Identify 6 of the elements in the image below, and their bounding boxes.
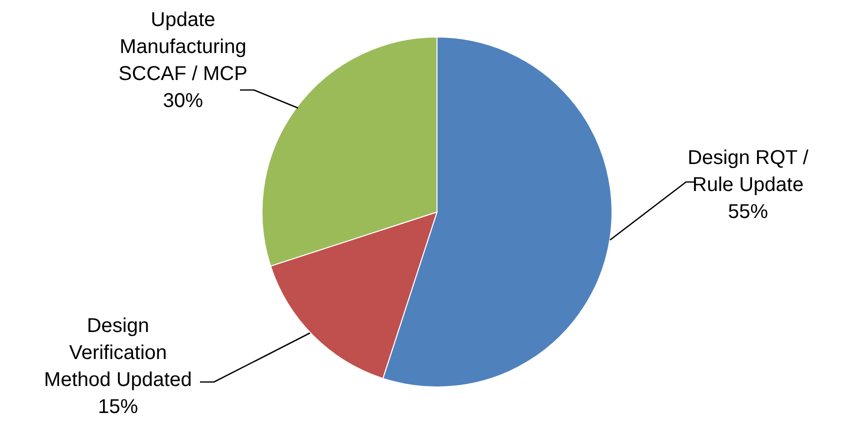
slice-label: Design RQT / Rule Update	[688, 147, 809, 196]
data-label: 55%	[728, 201, 768, 223]
data-label: 30%	[162, 90, 204, 112]
slice-label: Update Manufacturing SCCAF / MCP	[118, 9, 248, 85]
data-label: 15%	[98, 396, 138, 418]
slice-label: Design Verification Method Updated	[44, 315, 192, 391]
